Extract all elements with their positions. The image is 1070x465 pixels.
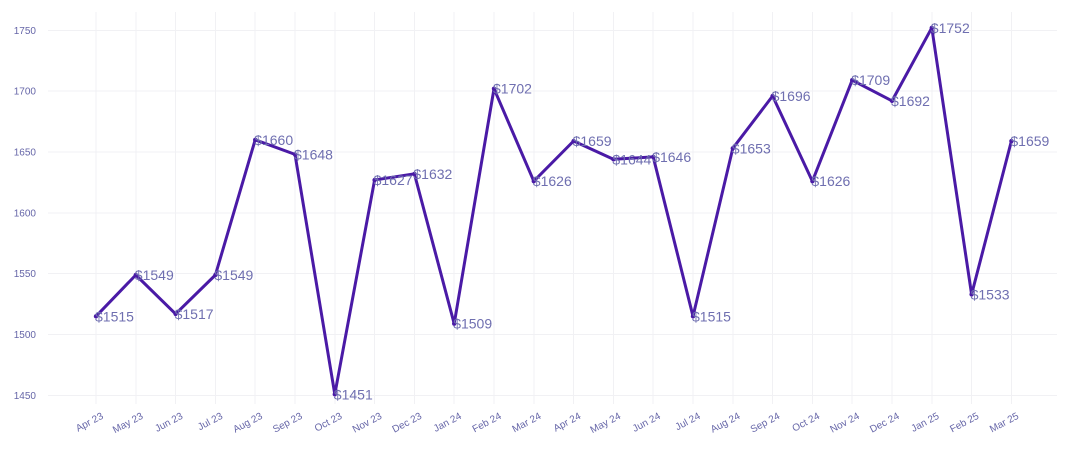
data-label: $1509 [453,316,492,332]
data-point [730,146,735,151]
data-point [1009,138,1014,144]
data-point [253,137,258,143]
x-tick-label: Feb 25 [948,411,981,436]
x-axis-ticks: Apr 23 May 23 Jun 23 Jul 23 Aug 23 Sep 23 Oct … [74,411,1021,436]
x-tick-label: Jan 25 [910,411,942,435]
vertical-gridlines [95,12,1012,404]
data-point [412,171,417,177]
data-label: $1659 [1010,133,1049,149]
y-tick-label: 1550 [14,269,37,280]
data-point [133,272,138,278]
data-label: $1692 [891,93,930,109]
data-label: $1626 [811,173,850,189]
x-tick-label: Sep 24 [749,411,783,436]
data-point [332,392,337,397]
data-label: $1702 [493,81,532,97]
data-point [531,179,536,184]
series-line [94,26,1013,396]
horizontal-gridlines [48,29,1057,396]
data-label: $1696 [772,88,811,104]
data-label: $1752 [931,20,970,36]
data-point [173,311,178,317]
y-tick-label: 1500 [14,330,37,341]
data-points [93,25,1014,397]
x-tick-label: May 24 [589,411,624,436]
x-tick-label: Jan 24 [432,411,464,435]
x-tick-label: Feb 24 [471,411,504,436]
x-tick-label: Dec 23 [391,411,425,436]
y-tick-label: 1700 [14,87,37,98]
data-label: $1653 [732,140,771,156]
data-label: $1451 [334,386,373,402]
data-label: $1660 [254,132,293,148]
data-point [651,154,656,160]
y-tick-label: 1450 [14,391,37,402]
data-point [770,93,775,99]
x-tick-label: Jul 24 [674,411,703,433]
data-point [969,292,974,297]
data-label: $1517 [175,306,214,322]
data-label: $1648 [294,146,333,162]
data-label: $1709 [851,72,890,88]
x-tick-label: Jun 24 [631,411,663,435]
data-point [690,314,696,319]
y-tick-label: 1650 [14,148,37,159]
y-tick-label: 1600 [14,208,37,219]
data-point [93,314,99,319]
x-tick-label: Aug 23 [231,411,265,436]
x-tick-label: Apr 23 [74,411,106,435]
x-tick-label: Sep 23 [271,411,305,436]
data-point [213,272,218,278]
x-tick-label: Dec 24 [868,411,902,436]
x-tick-label: Aug 24 [709,411,743,436]
data-label: $1549 [135,267,174,283]
data-label: $1659 [573,133,612,149]
x-tick-label: Jun 23 [153,411,185,435]
data-label: $1549 [214,267,253,283]
x-tick-label: Oct 24 [791,411,823,435]
data-point [850,77,855,83]
data-label: $1632 [413,166,452,182]
data-point [372,177,377,183]
data-label: $1533 [971,286,1010,302]
data-point [491,86,497,91]
data-label: $1515 [692,308,731,324]
data-label: $1646 [652,149,691,165]
y-axis-ticks: 1450 1500 1550 1600 1650 1700 1750 [14,26,37,402]
data-point [292,152,298,157]
data-point [810,179,815,184]
data-point [452,321,457,326]
data-label: $1627 [374,172,413,188]
x-tick-label: Nov 23 [351,411,385,436]
x-tick-label: Apr 24 [552,411,584,435]
x-tick-label: Oct 23 [313,411,345,435]
data-point [889,98,895,104]
data-label: $1644 [612,151,651,167]
data-label: $1515 [95,308,134,324]
data-point [611,157,616,162]
data-label: $1626 [533,173,572,189]
data-point [571,138,576,144]
y-tick-label: 1750 [14,26,37,37]
x-tick-label: Mar 25 [988,411,1021,436]
x-tick-label: Mar 24 [511,411,544,436]
x-tick-label: Jul 23 [196,411,225,433]
x-tick-label: May 23 [111,411,146,436]
x-tick-label: Nov 24 [828,411,862,436]
data-labels: $1515 $1549 $1517 $1549 $1660$1648 $1451 $1627… [95,20,1050,402]
data-point [929,25,934,31]
